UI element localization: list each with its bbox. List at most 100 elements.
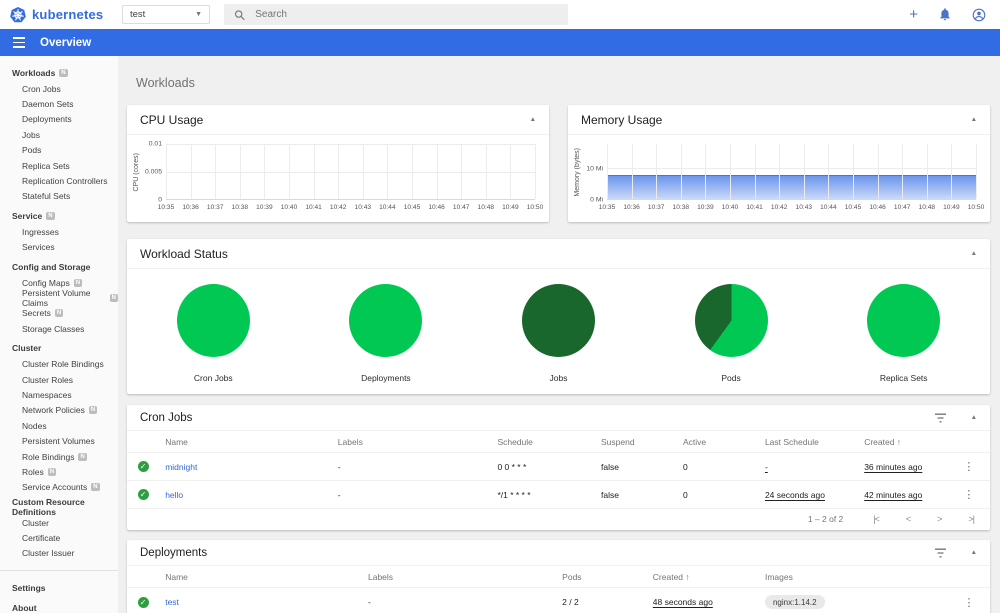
sidebar-item-label: Config Maps xyxy=(22,277,70,288)
column-header-pods[interactable]: Pods xyxy=(554,566,645,588)
sidebar-item-label: Secrets xyxy=(22,308,51,319)
sidebar-item-services[interactable]: Services xyxy=(0,240,118,255)
sidebar-item-label: Cluster Role Bindings xyxy=(22,359,104,370)
deployments-title: Deployments xyxy=(140,546,208,559)
resource-link[interactable]: test xyxy=(165,597,179,607)
collapse-icon[interactable]: ▲ xyxy=(970,250,977,257)
collapse-icon[interactable]: ▲ xyxy=(970,414,977,421)
sidebar-item-stateful-sets[interactable]: Stateful Sets xyxy=(0,189,118,204)
sidebar-item-deployments[interactable]: Deployments xyxy=(0,112,118,127)
sidebar-item-roles[interactable]: Roles N xyxy=(0,464,118,479)
collapse-icon[interactable]: ▲ xyxy=(529,116,536,123)
column-header-created[interactable]: Created ↑ xyxy=(856,431,956,453)
column-header-suspend[interactable]: Suspend xyxy=(592,431,675,453)
namespaced-badge: N xyxy=(109,293,118,302)
gridline xyxy=(902,144,904,199)
gridline xyxy=(754,144,756,199)
sidebar-item-service-accounts[interactable]: Service Accounts N xyxy=(0,480,118,495)
first-page-icon[interactable]: |< xyxy=(873,514,880,524)
menu-icon[interactable] xyxy=(13,37,25,48)
cell-status: ✓ xyxy=(127,587,158,613)
sidebar-item-about[interactable]: About xyxy=(0,598,118,613)
sidebar-item-pods[interactable]: Pods xyxy=(0,143,118,158)
kebab-menu-icon[interactable]: ⋮ xyxy=(963,489,975,501)
sidebar-item-nodes[interactable]: Nodes xyxy=(0,418,118,433)
sidebar-item-label: Deployments xyxy=(22,114,72,125)
search-bar[interactable] xyxy=(224,4,568,25)
sidebar-section-custom-resource-definitions[interactable]: Custom Resource Definitions xyxy=(0,496,118,517)
y-tick-label: 10 Mi xyxy=(586,165,603,173)
filter-icon[interactable] xyxy=(934,413,947,423)
brand[interactable]: kubernetes xyxy=(10,6,122,23)
column-header-labels[interactable]: Labels xyxy=(329,431,490,453)
sidebar-item-network-policies[interactable]: Network Policies N xyxy=(0,403,118,418)
column-header-name[interactable]: Name xyxy=(157,566,360,588)
sidebar-item-namespaces[interactable]: Namespaces xyxy=(0,387,118,402)
create-button[interactable]: + xyxy=(909,7,918,22)
y-tick-label: 0 Mi xyxy=(590,196,603,204)
sidebar-item-persistent-volumes[interactable]: Persistent Volumes xyxy=(0,433,118,448)
sidebar-item-cluster-roles[interactable]: Cluster Roles xyxy=(0,372,118,387)
column-header-last-schedule[interactable]: Last Schedule xyxy=(756,431,857,453)
column-header-images[interactable]: Images xyxy=(756,566,956,588)
pie-chart-cron-jobs[interactable] xyxy=(176,284,250,357)
sidebar-item-label: Cluster xyxy=(22,517,49,528)
sidebar-section-config-and-storage[interactable]: Config and Storage xyxy=(0,259,118,275)
sidebar-item-cluster[interactable]: Cluster xyxy=(0,515,118,530)
pie-chart-jobs[interactable] xyxy=(521,284,595,357)
sidebar-item-role-bindings[interactable]: Role Bindings N xyxy=(0,449,118,464)
sidebar-item-replica-sets[interactable]: Replica Sets xyxy=(0,158,118,173)
column-header-labels[interactable]: Labels xyxy=(360,566,555,588)
resource-link[interactable]: hello xyxy=(165,489,184,500)
column-header-active[interactable]: Active xyxy=(674,431,757,453)
sidebar-item-replication-controllers[interactable]: Replication Controllers xyxy=(0,173,118,188)
sort-arrow-icon[interactable]: ↑ xyxy=(683,572,690,582)
sidebar-item-daemon-sets[interactable]: Daemon Sets xyxy=(0,96,118,111)
x-tick-label: 10:44 xyxy=(379,204,396,211)
search-input[interactable] xyxy=(255,9,558,20)
sidebar-item-storage-classes[interactable]: Storage Classes xyxy=(0,321,118,336)
sidebar-item-secrets[interactable]: Secrets N xyxy=(0,306,118,321)
column-header-schedule[interactable]: Schedule xyxy=(489,431,593,453)
sidebar-section-label: Cluster xyxy=(12,343,42,354)
cpu-plot-area xyxy=(166,144,536,200)
x-tick-label: 10:48 xyxy=(918,204,936,211)
sidebar-section-cluster[interactable]: Cluster xyxy=(0,340,118,356)
sidebar-item-config-maps[interactable]: Config Maps N xyxy=(0,275,118,290)
sort-arrow-icon[interactable]: ↑ xyxy=(894,437,902,447)
sidebar-item-persistent-volume-claims[interactable]: Persistent Volume Claims N xyxy=(0,288,118,308)
pie-chart-replica-sets[interactable] xyxy=(867,284,941,357)
next-page-icon[interactable]: > xyxy=(937,514,942,524)
sidebar-item-cron-jobs[interactable]: Cron Jobs xyxy=(0,81,118,96)
notifications-button[interactable] xyxy=(939,8,951,21)
kebab-menu-icon[interactable]: ⋮ xyxy=(963,596,975,609)
sidebar-item-cluster-role-bindings[interactable]: Cluster Role Bindings xyxy=(0,356,118,371)
last-page-icon[interactable]: >| xyxy=(968,514,975,524)
sidebar-item-ingresses[interactable]: Ingresses xyxy=(0,224,118,239)
column-header-name[interactable]: Name xyxy=(157,431,330,453)
pie-chart-deployments[interactable] xyxy=(349,284,423,357)
resource-link[interactable]: midnight xyxy=(165,461,198,472)
sidebar-item-label: Cron Jobs xyxy=(22,83,61,94)
x-tick-label: 10:50 xyxy=(967,204,985,211)
collapse-icon[interactable]: ▲ xyxy=(970,549,977,556)
sidebar-item-settings[interactable]: Settings xyxy=(0,578,118,598)
column-header-empty xyxy=(127,431,158,453)
filter-icon[interactable] xyxy=(934,548,947,558)
account-button[interactable] xyxy=(972,8,986,22)
sidebar-section-workloads[interactable]: Workloads N xyxy=(0,65,118,81)
kebab-menu-icon[interactable]: ⋮ xyxy=(963,461,975,473)
sidebar-section-label: Custom Resource Definitions xyxy=(12,496,85,517)
gridline xyxy=(828,144,830,199)
cron-jobs-pagination: 1 – 2 of 2 |< < > >| xyxy=(127,509,990,530)
sidebar-item-cluster-issuer[interactable]: Cluster Issuer xyxy=(0,546,118,561)
sidebar-item-label: Storage Classes xyxy=(22,323,85,334)
column-header-created[interactable]: Created ↑ xyxy=(644,566,757,588)
pie-chart-pods[interactable] xyxy=(694,284,768,357)
namespace-selector[interactable]: test ▼ xyxy=(122,5,210,24)
sidebar-section-service[interactable]: Service N xyxy=(0,208,118,224)
previous-page-icon[interactable]: < xyxy=(905,514,911,524)
collapse-icon[interactable]: ▲ xyxy=(970,116,977,123)
sidebar-item-jobs[interactable]: Jobs xyxy=(0,127,118,142)
sidebar-item-certificate[interactable]: Certificate xyxy=(0,530,118,545)
